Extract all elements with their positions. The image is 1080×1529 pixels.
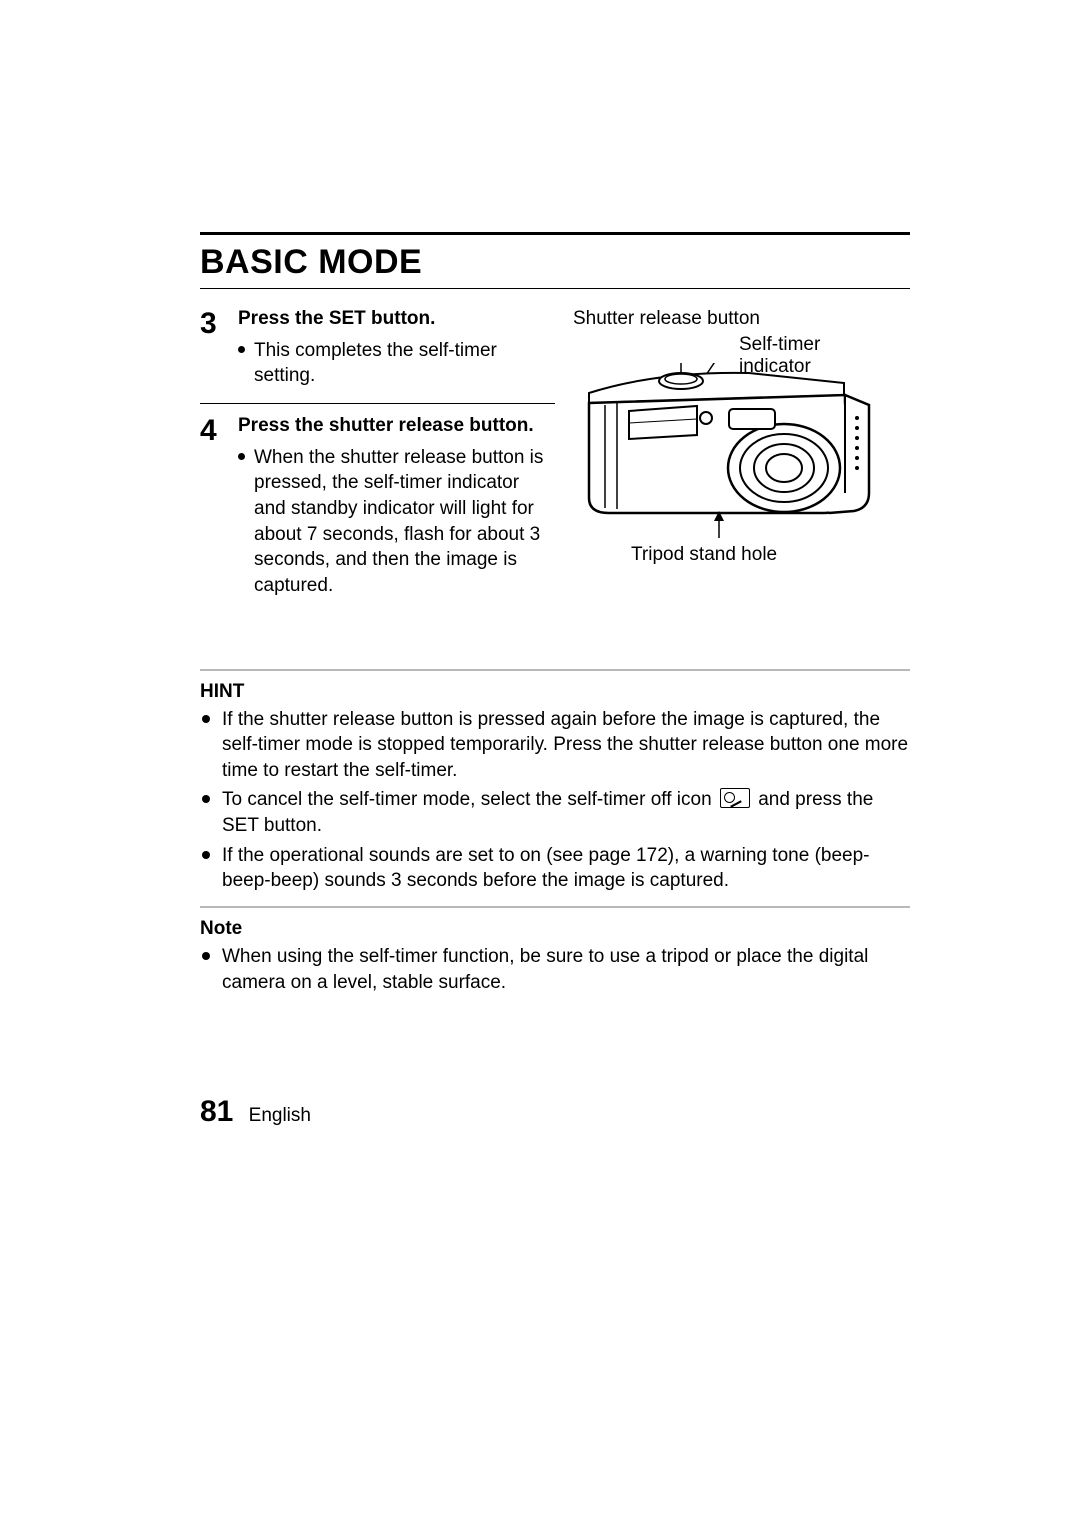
step-separator	[200, 403, 555, 404]
note-heading: Note	[200, 918, 910, 940]
figure-column: Shutter release button Self-timer indica…	[569, 307, 910, 613]
step-title: Press the shutter release button.	[238, 414, 555, 439]
notes-area: HINT If the shutter release button is pr…	[200, 669, 910, 996]
note-list: When using the self-timer function, be s…	[200, 944, 910, 995]
step-bullet: This completes the self-timer setting.	[238, 338, 555, 389]
label-tripod-hole: Tripod stand hole	[631, 543, 777, 567]
self-timer-off-icon	[720, 788, 750, 808]
section-title: BASIC MODE	[200, 235, 910, 288]
hint-item: If the operational sounds are set to on …	[200, 843, 910, 894]
hint-icon-pre: To cancel the self-timer mode, select th…	[222, 789, 717, 810]
hint-item-with-icon: To cancel the self-timer mode, select th…	[200, 787, 910, 838]
hint-heading: HINT	[200, 681, 910, 703]
step-bullets: This completes the self-timer setting.	[238, 338, 555, 389]
step-3: 3 Press the SET button. This completes t…	[200, 307, 555, 389]
step-bullet: When the shutter release button is press…	[238, 445, 555, 599]
page-number: 81	[200, 1095, 233, 1128]
hint-item: If the shutter release button is pressed…	[200, 707, 910, 784]
label-selftimer-line1: Self-timer	[739, 333, 820, 357]
step-4: 4 Press the shutter release button. When…	[200, 414, 555, 599]
step-bullets: When the shutter release button is press…	[238, 445, 555, 599]
camera-illustration	[569, 363, 899, 538]
hint-list: If the shutter release button is pressed…	[200, 707, 910, 894]
step-title: Press the SET button.	[238, 307, 555, 332]
steps-column: 3 Press the SET button. This completes t…	[200, 307, 555, 613]
manual-page: BASIC MODE 3 Press the SET button. This …	[0, 0, 1080, 1529]
page-language: English	[249, 1105, 311, 1126]
rule-under-title	[200, 288, 910, 289]
step-number: 3	[200, 307, 224, 389]
label-shutter-release: Shutter release button	[573, 307, 760, 331]
step-number: 4	[200, 414, 224, 599]
page-footer: 81 English	[200, 1095, 311, 1129]
hint-rule-top	[200, 669, 910, 671]
content-two-col: 3 Press the SET button. This completes t…	[200, 307, 910, 613]
step-body: Press the SET button. This completes the…	[238, 307, 555, 389]
hint-rule-bottom	[200, 906, 910, 908]
note-item: When using the self-timer function, be s…	[200, 944, 910, 995]
step-body: Press the shutter release button. When t…	[238, 414, 555, 599]
